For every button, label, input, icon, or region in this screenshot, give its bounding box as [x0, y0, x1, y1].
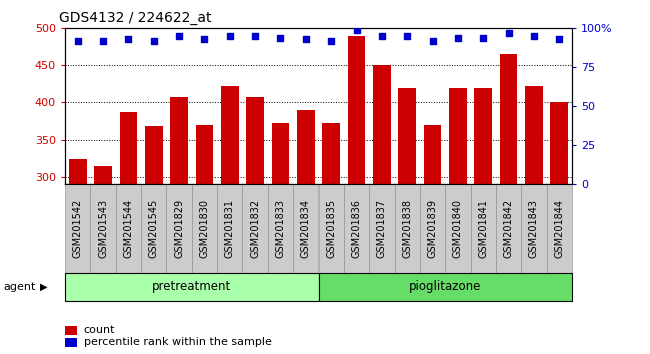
- Bar: [170, 97, 188, 184]
- Bar: [196, 125, 213, 184]
- Text: GSM201832: GSM201832: [250, 199, 260, 258]
- Bar: [120, 112, 137, 184]
- Text: GSM201831: GSM201831: [225, 199, 235, 258]
- Point: [402, 33, 413, 39]
- Text: ▶: ▶: [40, 282, 48, 292]
- Text: GSM201545: GSM201545: [149, 199, 159, 258]
- Text: GSM201844: GSM201844: [554, 199, 564, 258]
- Bar: [525, 86, 543, 184]
- Point: [276, 35, 286, 40]
- Bar: [500, 54, 517, 184]
- Text: GSM201829: GSM201829: [174, 199, 184, 258]
- Text: GSM201543: GSM201543: [98, 199, 108, 258]
- Bar: [272, 122, 289, 184]
- Bar: [94, 166, 112, 184]
- Point: [72, 38, 83, 44]
- Point: [149, 38, 159, 44]
- Bar: [69, 159, 86, 184]
- Text: GSM201842: GSM201842: [504, 199, 514, 258]
- Point: [504, 30, 514, 36]
- Text: GSM201837: GSM201837: [377, 199, 387, 258]
- Point: [377, 33, 387, 39]
- Bar: [449, 88, 467, 184]
- Bar: [398, 88, 416, 184]
- Text: pioglitazone: pioglitazone: [409, 280, 482, 293]
- Text: percentile rank within the sample: percentile rank within the sample: [84, 337, 272, 348]
- Text: pretreatment: pretreatment: [152, 280, 231, 293]
- Text: count: count: [84, 325, 115, 335]
- Bar: [348, 36, 365, 184]
- Text: GSM201836: GSM201836: [352, 199, 361, 258]
- Bar: [246, 97, 264, 184]
- Point: [124, 36, 134, 42]
- Text: GSM201843: GSM201843: [529, 199, 539, 258]
- Bar: [322, 123, 340, 184]
- Text: GSM201542: GSM201542: [73, 199, 83, 258]
- Text: GSM201833: GSM201833: [276, 199, 285, 258]
- Text: agent: agent: [3, 282, 36, 292]
- Text: GSM201838: GSM201838: [402, 199, 412, 258]
- Text: GSM201841: GSM201841: [478, 199, 488, 258]
- Bar: [221, 86, 239, 184]
- Bar: [424, 125, 441, 184]
- Bar: [145, 126, 162, 184]
- Text: GSM201835: GSM201835: [326, 199, 336, 258]
- Point: [225, 33, 235, 39]
- Point: [478, 35, 489, 40]
- Text: GSM201840: GSM201840: [453, 199, 463, 258]
- Point: [174, 33, 185, 39]
- Bar: [297, 110, 315, 184]
- Point: [250, 33, 260, 39]
- Point: [529, 33, 539, 39]
- Bar: [373, 65, 391, 184]
- Point: [300, 36, 311, 42]
- Point: [428, 38, 438, 44]
- Text: GSM201839: GSM201839: [428, 199, 437, 258]
- Text: GSM201544: GSM201544: [124, 199, 133, 258]
- Text: GDS4132 / 224622_at: GDS4132 / 224622_at: [58, 11, 211, 25]
- Point: [98, 38, 108, 44]
- Text: GSM201834: GSM201834: [301, 199, 311, 258]
- Point: [352, 27, 362, 33]
- Bar: [474, 88, 492, 184]
- Point: [326, 38, 337, 44]
- Point: [452, 35, 463, 40]
- Bar: [551, 103, 568, 184]
- Text: GSM201830: GSM201830: [200, 199, 209, 258]
- Point: [199, 36, 209, 42]
- Point: [554, 36, 564, 42]
